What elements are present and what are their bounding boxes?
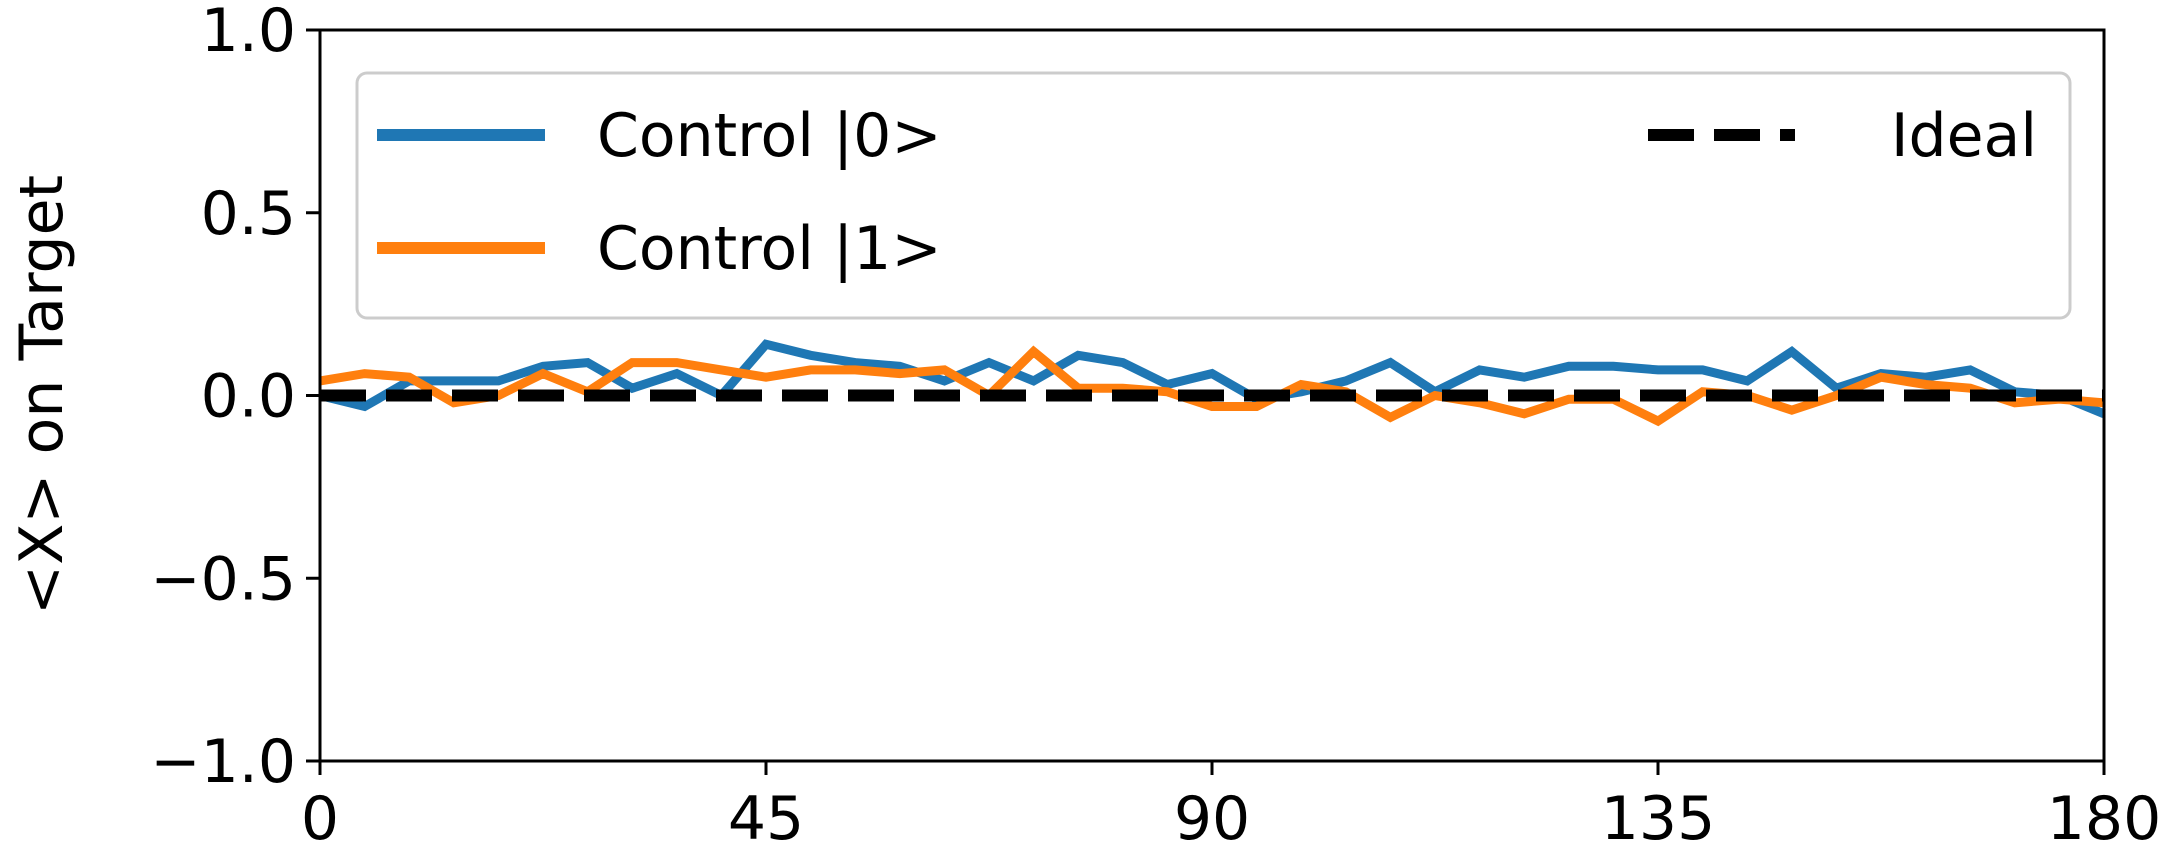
x-tick-label: 45 bbox=[728, 784, 804, 854]
x-tick-label: 180 bbox=[2047, 784, 2162, 854]
axes: 0 45 90 135 180 1.0 0.5 0.0 −0.5 −1.0 bbox=[150, 0, 2161, 854]
legend-label: Ideal bbox=[1891, 101, 2037, 171]
y-tick-label: 1.0 bbox=[201, 0, 296, 66]
legend-label: Control |1> bbox=[597, 214, 942, 284]
legend-label: Control |0> bbox=[597, 101, 942, 171]
y-tick-label: 0.5 bbox=[201, 179, 296, 249]
y-tick-label: 0.0 bbox=[201, 362, 296, 432]
x-tick-label: 0 bbox=[301, 784, 339, 854]
x-tick-label: 90 bbox=[1174, 784, 1250, 854]
plot-lines bbox=[318, 339, 2106, 427]
legend-frame bbox=[355, 71, 2072, 320]
y-axis-title: <X> on Target bbox=[7, 175, 77, 615]
x-tick-label: 135 bbox=[1601, 784, 1716, 854]
legend: Control |0> Control |1> Ideal bbox=[355, 71, 2072, 320]
y-tick-label: −0.5 bbox=[150, 544, 296, 614]
series-line-control-1 bbox=[319, 345, 2105, 427]
y-tick-label: −1.0 bbox=[150, 727, 296, 797]
series-line-control-0 bbox=[318, 339, 2106, 418]
